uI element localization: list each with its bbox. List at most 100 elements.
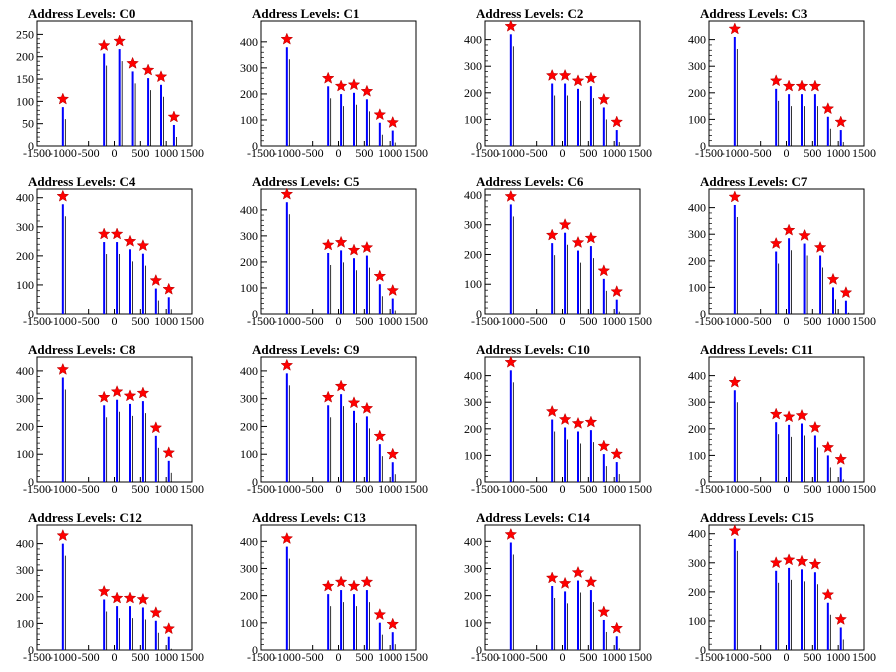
x-tick-label: -500 xyxy=(750,314,772,328)
x-tick-label: 1500 xyxy=(404,146,428,160)
y-tick-label: 150 xyxy=(16,72,34,86)
x-tick-label: -1500 xyxy=(471,482,499,496)
bar xyxy=(172,124,175,146)
peak-marker xyxy=(769,556,783,569)
bar xyxy=(839,130,842,146)
bar xyxy=(832,287,834,314)
peak-marker xyxy=(56,92,70,105)
chart-panel: Address Levels: C3 0 100 200 300 400 -1500 -100… xyxy=(672,0,896,168)
x-tick-label: 500 xyxy=(355,482,373,496)
peak-marker xyxy=(808,79,822,92)
chart-title: Address Levels: C0 xyxy=(28,6,136,21)
plot-frame xyxy=(708,20,865,147)
bar xyxy=(378,122,381,146)
bar xyxy=(61,377,64,482)
y-tick-label: 0 xyxy=(700,475,706,489)
peak-marker xyxy=(123,389,137,402)
x-tick-label: 1500 xyxy=(852,146,876,160)
peak-marker xyxy=(821,440,835,453)
x-tick-label: 0 xyxy=(112,650,118,664)
chart-svg: 0 100 200 300 400 -1500-1000 -500 0 500 1000 1500 xyxy=(16,188,204,328)
bar xyxy=(788,94,791,146)
peak-marker xyxy=(373,108,387,121)
y-tick-label: 100 xyxy=(240,447,258,461)
x-tick-label: -1500 xyxy=(471,650,499,664)
bar xyxy=(551,83,554,146)
bar xyxy=(285,546,288,650)
bar xyxy=(391,298,394,314)
y-tick-label: 0 xyxy=(252,139,258,153)
bar xyxy=(602,454,605,482)
peak-marker xyxy=(162,446,176,459)
bar xyxy=(327,86,330,146)
peak-marker xyxy=(597,92,611,105)
y-tick-label: 100 xyxy=(688,448,706,462)
peak-marker xyxy=(597,605,611,618)
chart-panel: Address Levels: C11 0 100 200 300 400 -1500 -10… xyxy=(672,336,896,504)
chart-title: Address Levels: C14 xyxy=(476,510,590,525)
x-tick-label: -500 xyxy=(750,650,772,664)
chart-panel: Address Levels: C9 0 100 200 300 400 -1500 -100… xyxy=(224,336,448,504)
peak-marker xyxy=(347,243,361,256)
x-tick-label: 1000 xyxy=(602,314,626,328)
peak-marker xyxy=(97,390,111,403)
chart-title: Address Levels: C3 xyxy=(700,6,808,21)
chart-title: Address Levels: C1 xyxy=(252,6,360,21)
x-tick-label: 1500 xyxy=(180,314,204,328)
y-tick-label: 400 xyxy=(16,364,34,378)
peak-marker xyxy=(545,571,559,584)
x-tick-label: -1000 xyxy=(721,650,749,664)
x-tick-label: 1000 xyxy=(154,146,178,160)
bar xyxy=(353,410,355,482)
peak-marker xyxy=(136,592,150,605)
peak-marker xyxy=(141,63,155,76)
y-tick-label: 100 xyxy=(464,448,482,462)
chart-svg: 0 100 200 300 400 -1500-1000 -500 0 500 1000 1500 xyxy=(240,20,428,160)
x-tick-label: -500 xyxy=(526,650,548,664)
x-tick-label: 0 xyxy=(112,482,118,496)
peak-marker xyxy=(347,78,361,91)
y-tick-label: 300 xyxy=(464,59,482,73)
chart-svg: 0 100 200 300 400 -1500-1000 -500 0 500 1000 1500 xyxy=(464,188,652,328)
bar xyxy=(589,590,592,650)
peak-marker xyxy=(808,557,822,570)
peak-marker xyxy=(136,386,150,399)
bar xyxy=(116,242,119,314)
chart-svg: 0 100 200 300 400 -1500-1000 -500 0 500 1000 1500 xyxy=(464,524,652,664)
y-tick-label: 0 xyxy=(28,139,34,153)
peak-marker xyxy=(795,79,809,92)
y-tick-label: 400 xyxy=(464,188,482,202)
chart-title: Address Levels: C4 xyxy=(28,174,136,189)
y-tick-label: 200 xyxy=(240,255,258,269)
peak-marker xyxy=(123,234,137,247)
chart-svg: 0 100 200 300 400 -1500-1000 -500 0 500 1000 1500 xyxy=(464,355,652,496)
y-tick-label: 250 xyxy=(16,27,34,41)
y-tick-label: 100 xyxy=(688,280,706,294)
x-tick-label: -1500 xyxy=(695,482,723,496)
x-tick-label: 1000 xyxy=(378,482,402,496)
bar xyxy=(340,394,343,482)
peak-marker xyxy=(728,22,742,35)
peak-marker xyxy=(360,575,374,588)
x-tick-label: 0 xyxy=(112,314,118,328)
x-tick-label: -1000 xyxy=(49,650,77,664)
plot-frame xyxy=(260,188,417,315)
peak-marker xyxy=(373,429,387,442)
y-tick-label: 300 xyxy=(688,395,706,409)
y-tick-label: 0 xyxy=(476,643,482,657)
x-tick-label: 500 xyxy=(131,482,149,496)
chart-svg: 0 100 200 300 400 -1500-1000 -500 0 500 1000 1500 xyxy=(16,356,204,496)
bar xyxy=(327,405,330,482)
bar xyxy=(61,543,64,650)
y-tick-label: 100 xyxy=(240,113,258,127)
peak-marker xyxy=(347,396,361,409)
x-tick-label: 0 xyxy=(336,314,342,328)
peak-marker xyxy=(769,74,783,87)
x-tick-label: 0 xyxy=(560,650,566,664)
chart-title: Address Levels: C8 xyxy=(28,342,136,357)
y-tick-label: 400 xyxy=(16,537,34,551)
bar xyxy=(154,435,157,482)
bar xyxy=(141,401,144,482)
peak-marker xyxy=(798,228,811,241)
